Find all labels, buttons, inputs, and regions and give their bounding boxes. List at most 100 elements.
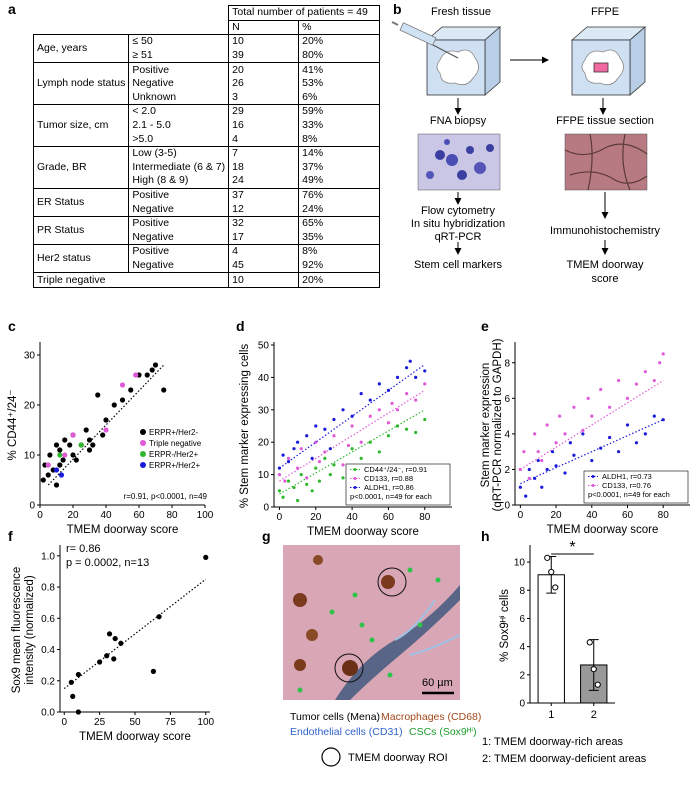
data-point xyxy=(536,450,540,454)
readout-label: Stem cell markers xyxy=(414,259,503,271)
legend-swatch xyxy=(140,440,146,446)
data-point xyxy=(133,372,139,378)
y-tick-label: 10 xyxy=(514,558,526,569)
footnote: 1: TMEM doorway-rich areas xyxy=(482,736,624,748)
data-point xyxy=(404,427,409,431)
x-tick-label: 1 xyxy=(548,709,554,721)
data-point xyxy=(90,442,96,448)
data-point xyxy=(652,378,656,383)
data-point xyxy=(292,447,296,451)
data-point xyxy=(572,453,576,457)
data-point xyxy=(53,442,60,448)
x-tick-label: 80 xyxy=(658,510,670,521)
data-point xyxy=(62,437,68,443)
data-point xyxy=(70,693,76,699)
y-tick-label: 8 xyxy=(504,358,510,369)
legend-label: CD133, r=0.88 xyxy=(364,474,413,483)
data-point xyxy=(423,382,427,386)
percent: 92% xyxy=(298,258,380,273)
data-point xyxy=(314,466,318,470)
data-point xyxy=(350,424,354,428)
panel-label: c xyxy=(8,318,16,334)
x-tick-label: 20 xyxy=(67,510,79,521)
data-point xyxy=(310,456,314,460)
data-point xyxy=(86,447,93,453)
panel-label: b xyxy=(393,1,402,17)
count: 4 xyxy=(228,132,300,147)
data-point xyxy=(95,392,101,398)
legend-label: CD44⁺/24⁻, r=0.91 xyxy=(364,465,427,474)
y-tick-label: 0.4 xyxy=(41,645,55,656)
data-point xyxy=(545,423,549,427)
data-point xyxy=(277,473,282,477)
chart: c 0 10 20 30 0 20 40 60 80 100 TMEM doorway score % … xyxy=(7,318,214,536)
data-point xyxy=(119,397,126,403)
percent: 20% xyxy=(298,272,380,288)
trend-line xyxy=(47,364,165,486)
readout-label: TMEM doorway xyxy=(566,259,644,271)
data-point xyxy=(634,382,639,386)
percent: 41% xyxy=(298,62,380,77)
legend-label: ERPR-/Her2+ xyxy=(149,450,198,459)
data-point xyxy=(540,485,544,489)
tissue-cube xyxy=(570,26,647,96)
row-group-label: Triple negative xyxy=(32,272,230,288)
patient-table: Total number of patients = 49 N% Age, year… xyxy=(32,5,380,288)
x-tick-label: 60 xyxy=(622,510,634,521)
y-tick-label: 2 xyxy=(519,670,525,681)
data-point xyxy=(423,417,427,422)
count: 37 xyxy=(228,188,300,203)
x-tick-label: 100 xyxy=(197,510,214,521)
row-sublabel: 2.1 - 5.0 xyxy=(128,118,230,133)
row-sublabel: Positive xyxy=(128,188,230,203)
annotation: r= 0.86 xyxy=(66,543,101,555)
data-point xyxy=(552,584,559,591)
legend-label: ERPR+/Her2- xyxy=(149,428,198,437)
legend-label: CD133, r=0.76 xyxy=(602,481,651,490)
data-point xyxy=(57,462,63,468)
data-point xyxy=(277,489,282,493)
y-tick-label: 30 xyxy=(24,351,36,362)
stain-legend: Macrophages (CD68) xyxy=(381,711,481,723)
data-point xyxy=(527,467,531,472)
data-point xyxy=(643,370,647,374)
x-axis-label: TMEM doorway score xyxy=(307,526,419,538)
data-point xyxy=(643,432,647,436)
data-point xyxy=(423,369,427,373)
roi-legend: TMEM doorway ROI xyxy=(348,752,448,764)
data-point xyxy=(414,375,418,379)
data-point xyxy=(625,423,630,427)
x-axis-label: TMEM doorway score xyxy=(79,731,191,743)
data-point xyxy=(359,456,363,460)
stain-legend: Endothelial cells (CD31) xyxy=(290,726,403,738)
data-point xyxy=(286,479,291,483)
x-tick-label: 2 xyxy=(591,709,597,721)
y-tick-label: 2 xyxy=(504,465,510,476)
x-tick-label: 25 xyxy=(94,717,106,728)
data-point xyxy=(608,435,612,440)
legend-label: ERPR+/Her2+ xyxy=(149,461,200,470)
data-point xyxy=(103,427,109,433)
count: 32 xyxy=(228,216,300,231)
y-axis-label: intensity (normalized) xyxy=(24,575,36,684)
row-sublabel: Unknown xyxy=(128,90,230,105)
data-point xyxy=(83,427,89,433)
data-point xyxy=(281,495,285,499)
column-header: N xyxy=(228,19,300,36)
data-point xyxy=(100,432,106,438)
x-tick-label: 40 xyxy=(347,512,359,523)
count: 24 xyxy=(228,174,300,189)
microscopy-panel: g 60 µm Tumor cells (Mena) Macrophages (… xyxy=(262,528,481,767)
data-point xyxy=(524,494,528,498)
count: 39 xyxy=(228,48,300,63)
data-point xyxy=(156,614,162,620)
data-point xyxy=(296,498,300,503)
data-point xyxy=(150,668,156,674)
row-sublabel: ≥ 51 xyxy=(128,48,230,63)
data-point xyxy=(599,446,603,450)
legend-swatch xyxy=(353,486,357,489)
data-point xyxy=(317,479,322,483)
data-point xyxy=(296,466,300,470)
data-point xyxy=(350,414,354,418)
data-point xyxy=(536,458,540,463)
